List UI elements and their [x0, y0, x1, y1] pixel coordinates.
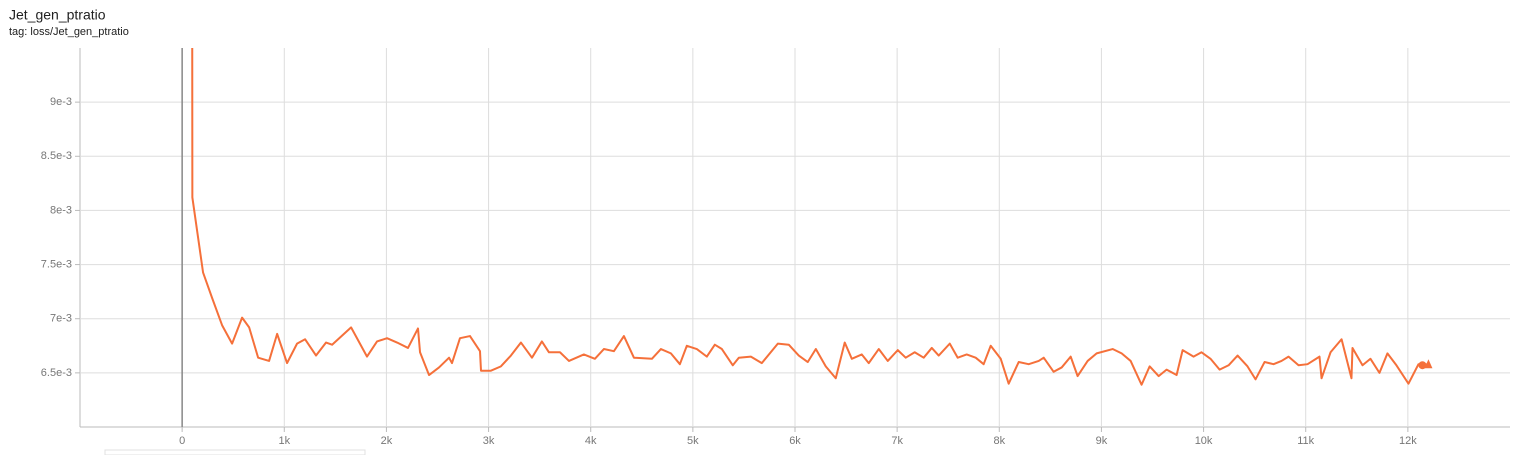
- x-tick-label: 4k: [585, 435, 597, 447]
- y-tick-label: 7.5e-3: [41, 258, 72, 270]
- x-tick-label: 10k: [1195, 435, 1213, 447]
- y-tick-label: 7e-3: [50, 313, 72, 325]
- x-tick-label: 1k: [278, 435, 290, 447]
- panel-edge: [104, 449, 366, 455]
- plot-area: [191, 48, 1427, 386]
- x-tick-label: 8k: [993, 435, 1005, 447]
- y-tick-label: 9e-3: [50, 96, 72, 108]
- x-tick-label: 3k: [483, 435, 495, 447]
- x-tick-label: 0: [179, 435, 185, 447]
- x-tick-label: 11k: [1297, 435, 1314, 447]
- y-tick-label: 8.5e-3: [41, 150, 72, 162]
- last-point-triangle: [1424, 359, 1433, 369]
- x-tick-label: 9k: [1096, 435, 1108, 447]
- chart-subtitle: tag: loss/Jet_gen_ptratio: [9, 26, 129, 38]
- x-tick-label: 5k: [687, 435, 699, 447]
- x-tick-label: 7k: [891, 435, 903, 447]
- chart-title: Jet_gen_ptratio: [9, 7, 106, 23]
- x-tick-label: 12k: [1399, 435, 1417, 447]
- y-tick-label: 6.5e-3: [41, 367, 72, 379]
- x-tick-label: 6k: [789, 435, 801, 447]
- x-tick-label: 2k: [381, 435, 393, 447]
- y-tick-label: 8e-3: [50, 204, 72, 216]
- data-line: [191, 48, 1427, 386]
- last-point-marker: [1418, 361, 1427, 370]
